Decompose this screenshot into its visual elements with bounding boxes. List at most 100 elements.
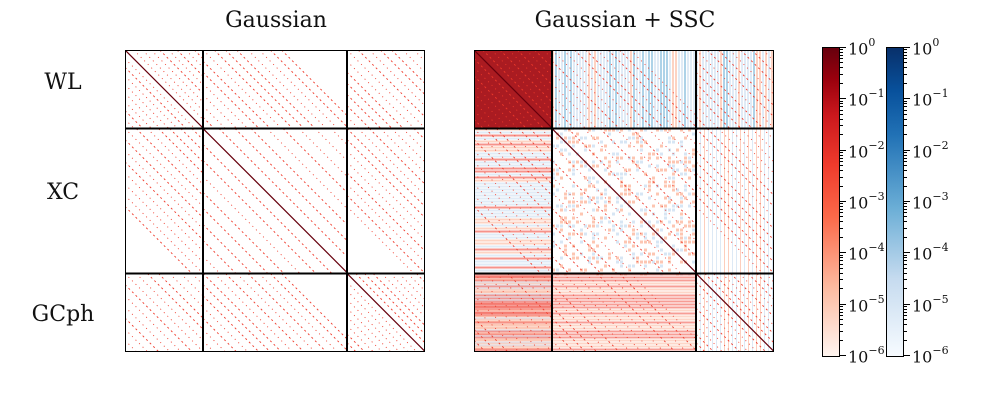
ssc-xc-cell <box>628 200 631 204</box>
ssc-xc-cell <box>588 184 591 188</box>
ssc-xc-cell <box>632 132 635 136</box>
off-diagonal-band <box>202 208 269 274</box>
ssc-xc-cell <box>672 204 675 208</box>
ssc-xc-cell <box>592 128 595 132</box>
off-diagonal-band <box>125 139 204 218</box>
ssc-xc-cell <box>568 152 571 156</box>
ssc-xc-cell <box>656 156 659 160</box>
ssc-xc-cell <box>604 236 607 240</box>
ssc-xc-cell <box>668 136 671 140</box>
ssc-right-column-stripe <box>732 128 733 352</box>
ssc-xc-cell <box>624 224 627 228</box>
ssc-xc-cell <box>580 196 583 200</box>
ssc-wl-column-stripe <box>645 50 647 129</box>
heatmap-gaussian-ssc <box>474 50 774 352</box>
ssc-xc-cell <box>560 204 563 208</box>
ssc-xc-cell <box>580 192 583 196</box>
ssc-gcph-row-stripe <box>474 336 696 339</box>
ssc-xc-cell <box>628 136 631 140</box>
off-diagonal-band <box>618 273 697 351</box>
ssc-xc-cell <box>616 232 619 236</box>
ssc-xc-cell <box>656 268 659 272</box>
off-diagonal-band <box>125 206 193 274</box>
ssc-xc-cell <box>644 208 647 212</box>
ssc-xc-cell <box>616 152 619 156</box>
ssc-wl-column-stripe <box>594 50 596 129</box>
off-diagonal-band <box>508 50 553 94</box>
ssc-xc-cell <box>684 248 687 252</box>
ssc-wl-column-stripe <box>735 50 737 129</box>
ssc-wl-row-stripe <box>474 134 552 137</box>
ssc-gcph-row-stripe <box>474 279 696 282</box>
off-diagonal-band <box>729 128 774 174</box>
ssc-wl-row-stripe <box>474 167 552 170</box>
colorbar-minor-tick <box>840 125 843 127</box>
ssc-wl-row-stripe <box>474 266 552 269</box>
colorbar-minor-tick <box>904 165 907 167</box>
off-diagonal-band <box>125 273 204 352</box>
ssc-xc-cell <box>564 136 567 140</box>
ssc-xc-cell <box>600 196 603 200</box>
ssc-xc-cell <box>660 260 663 264</box>
colorbar-minor-tick <box>904 170 907 172</box>
off-diagonal-band <box>574 50 654 129</box>
ssc-xc-cell <box>672 244 675 248</box>
colorbar-minor-tick <box>840 212 843 214</box>
ssc-xc-cell <box>648 156 651 160</box>
off-diagonal-band <box>730 273 774 318</box>
ssc-wl-column-stripe <box>636 50 638 129</box>
off-diagonal-band <box>495 128 553 185</box>
ssc-wl-column-stripe <box>561 50 563 129</box>
off-diagonal-band <box>202 105 226 129</box>
off-diagonal-band <box>551 306 598 352</box>
ssc-xc-cell <box>632 136 635 140</box>
colorbar-major-tick <box>840 303 846 305</box>
off-diagonal-band <box>695 128 774 207</box>
main-diagonal-line <box>202 128 348 273</box>
off-diagonal-band <box>567 128 697 257</box>
ssc-xc-cell <box>656 240 659 244</box>
ssc-xc-cell <box>692 132 695 136</box>
ssc-xc-cell <box>572 232 575 236</box>
off-diagonal-band <box>729 50 774 95</box>
ssc-xc-cell <box>604 216 607 220</box>
ssc-wl-column-stripe <box>648 50 650 129</box>
ssc-xc-cell <box>648 240 651 244</box>
ssc-xc-cell <box>656 164 659 168</box>
ssc-xc-cell <box>692 228 695 232</box>
ssc-xc-cell <box>600 216 603 220</box>
ssc-xc-cell <box>664 212 667 216</box>
ssc-xc-cell <box>612 228 615 232</box>
ssc-xc-cell <box>688 236 691 240</box>
ssc-xc-cell <box>676 168 679 172</box>
ssc-xc-cell <box>592 208 595 212</box>
colorbar-minor-tick <box>904 103 907 105</box>
ssc-xc-cell <box>664 184 667 188</box>
ssc-xc-cell <box>648 188 651 192</box>
colorbar-minor-tick <box>904 236 907 238</box>
ssc-gcph-row-stripe <box>474 303 696 306</box>
ssc-xc-cell <box>588 176 591 180</box>
off-diagonal-band <box>247 273 327 352</box>
off-diagonal-band <box>381 273 425 318</box>
ssc-xc-cell <box>552 192 555 196</box>
colorbar-minor-tick <box>904 67 907 69</box>
ssc-xc-cell <box>552 168 555 172</box>
ssc-xc-cell <box>636 140 639 144</box>
ssc-wl-column-stripe <box>720 50 722 129</box>
ssc-xc-cell <box>608 228 611 232</box>
colorbar-minor-tick <box>904 254 907 256</box>
off-diagonal-band <box>695 60 764 129</box>
colorbar-minor-tick <box>904 134 907 136</box>
off-diagonal-band <box>551 50 631 129</box>
ssc-xc-cell <box>592 236 595 240</box>
ssc-xc-cell <box>592 220 595 224</box>
off-diagonal-band <box>125 183 204 263</box>
ssc-wl-column-stripe <box>693 50 695 129</box>
off-diagonal-band <box>125 161 204 241</box>
ssc-xc-cell <box>660 220 663 224</box>
off-diagonal-band <box>125 306 171 352</box>
ssc-xc-cell <box>620 224 623 228</box>
ssc-xc-cell <box>604 192 607 196</box>
ssc-gcph-row-stripe <box>474 276 696 279</box>
